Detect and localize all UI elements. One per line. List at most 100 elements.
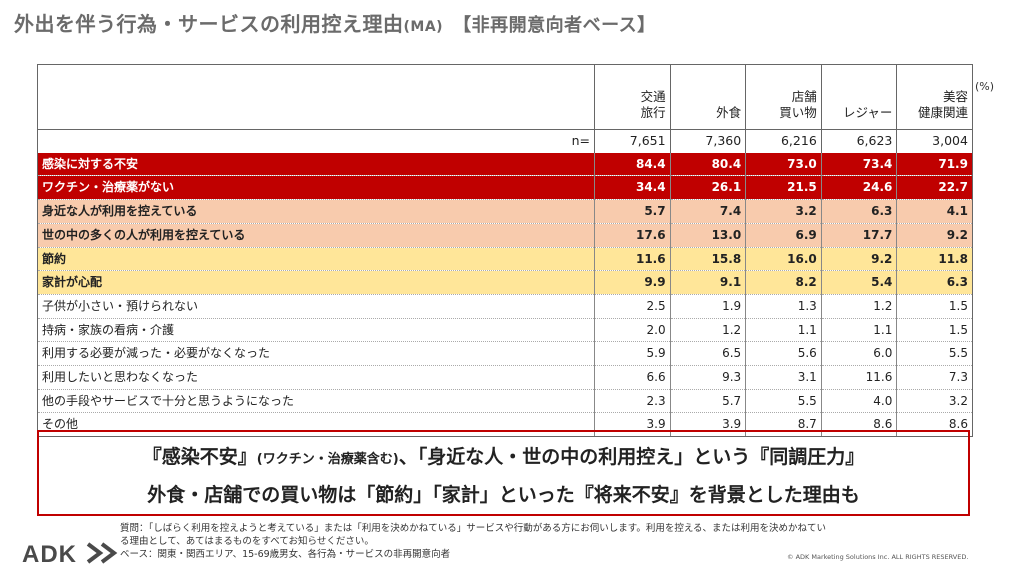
cell-value: 9.3 xyxy=(669,365,746,390)
cell-value: 1.1 xyxy=(745,318,822,343)
col-header: レジャー xyxy=(820,64,898,130)
cell-value: 3.2 xyxy=(745,199,822,224)
title-main: 外出を伴う行為・サービスの利用控え理由 xyxy=(14,12,404,36)
row-label: 身近な人が利用を控えている xyxy=(37,199,595,224)
cell-value: 1.5 xyxy=(896,318,973,343)
table-row: 他の手段やサービスで十分と思うようになった 2.3 5.7 5.5 4.0 3.2 xyxy=(37,389,973,414)
n-value: 3,004 xyxy=(896,129,973,153)
n-value: 6,216 xyxy=(745,129,822,153)
cell-value: 34.4 xyxy=(594,175,671,201)
row-label: 子供が小さい・預けられない xyxy=(37,294,595,319)
cell-value: 9.9 xyxy=(594,270,671,295)
cell-value: 3.1 xyxy=(745,365,822,390)
cell-value: 6.3 xyxy=(820,199,897,224)
cell-value: 5.7 xyxy=(669,389,746,414)
cell-value: 73.4 xyxy=(820,152,897,177)
footnote-line: ベース：関東・関西エリア、15-69歳男女、各行為・サービスの非再開意向者 xyxy=(120,549,451,560)
table-row: 利用したいと思わなくなった 6.6 9.3 3.1 11.6 7.3 xyxy=(37,365,973,390)
cell-value: 3.9 xyxy=(594,412,671,438)
n-label: n= xyxy=(37,129,595,153)
cell-value: 3.2 xyxy=(896,389,973,414)
cell-value: 5.7 xyxy=(594,199,671,224)
cell-value: 6.0 xyxy=(820,341,897,367)
cell-value: 4.0 xyxy=(820,389,897,414)
cell-value: 3.9 xyxy=(669,412,746,438)
footnote: 質問：「しばらく利用を控えようと考えている」または「利用を決めかねている」サービ… xyxy=(120,522,1015,561)
cell-value: 11.8 xyxy=(896,247,973,272)
n-value: 7,651 xyxy=(594,129,671,153)
copyright: © ADK Marketing Solutions Inc. ALL RIGHT… xyxy=(787,553,969,561)
cell-value: 5.5 xyxy=(745,389,822,414)
title-base: 【非再開意向者ベース】 xyxy=(453,15,656,36)
table-row: 子供が小さい・預けられない 2.5 1.9 1.3 1.2 1.5 xyxy=(37,294,973,319)
table-row: 家計が心配 9.9 9.1 8.2 5.4 6.3 xyxy=(37,270,973,295)
cell-value: 5.4 xyxy=(820,270,897,295)
cell-value: 1.3 xyxy=(745,294,822,319)
title-ma: (MA) xyxy=(403,19,444,35)
cell-value: 5.9 xyxy=(594,341,671,367)
cell-value: 2.5 xyxy=(594,294,671,319)
row-label: 他の手段やサービスで十分と思うようになった xyxy=(37,389,595,414)
cell-value: 22.7 xyxy=(896,175,973,201)
table-row: 節約 11.6 15.8 16.0 9.2 11.8 xyxy=(37,247,973,272)
cell-value: 7.3 xyxy=(896,365,973,390)
col-header: 美容 健康関連 xyxy=(896,64,973,130)
cell-value: 24.6 xyxy=(820,175,897,201)
cell-value: 8.2 xyxy=(745,270,822,295)
header-row: 交通 旅行 外食 店舗 買い物 レジャー 美容 健康関連 xyxy=(37,64,973,130)
n-value: 7,360 xyxy=(669,129,747,153)
cell-value: 6.9 xyxy=(745,223,822,248)
page-title: 外出を伴う行為・サービスの利用控え理由(MA) 【非再開意向者ベース】 xyxy=(14,8,656,37)
col-header: 外食 xyxy=(669,64,747,130)
cell-value: 6.6 xyxy=(594,365,671,390)
col-header: 店舗 買い物 xyxy=(745,64,822,130)
table-row: 持病・家族の看病・介護 2.0 1.2 1.1 1.1 1.5 xyxy=(37,318,973,343)
cell-value: 5.6 xyxy=(745,341,822,367)
cell-value: 5.5 xyxy=(896,341,973,367)
cell-value: 8.6 xyxy=(896,412,973,438)
row-label: 世の中の多くの人が利用を控えている xyxy=(37,223,595,248)
cell-value: 8.7 xyxy=(745,412,822,438)
cell-value: 8.6 xyxy=(820,412,897,438)
summary-box: 『感染不安』(ワクチン・治療薬含む)、「身近な人・世の中の利用控え」という『同調… xyxy=(37,430,970,516)
cell-value: 73.0 xyxy=(745,152,822,177)
table-row: ワクチン・治療薬がない 34.4 26.1 21.5 24.6 22.7 xyxy=(37,175,973,201)
adk-logo: ADK xyxy=(22,541,118,566)
row-label: 家計が心配 xyxy=(37,270,595,295)
cell-value: 1.5 xyxy=(896,294,973,319)
cell-value: 4.1 xyxy=(896,199,973,224)
percent-unit: (%) xyxy=(975,80,995,93)
cell-value: 17.7 xyxy=(820,223,897,248)
cell-value: 11.6 xyxy=(820,365,897,390)
cell-value: 71.9 xyxy=(896,152,973,177)
cell-value: 6.5 xyxy=(669,341,746,367)
cell-value: 2.3 xyxy=(594,389,671,414)
cell-value: 6.3 xyxy=(896,270,973,295)
n-value: 6,623 xyxy=(820,129,898,153)
row-label: 利用する必要が減った・必要がなくなった xyxy=(37,341,595,367)
cell-value: 15.8 xyxy=(669,247,746,272)
cell-value: 16.0 xyxy=(745,247,822,272)
table-row: その他 3.9 3.9 8.7 8.6 8.6 xyxy=(37,412,973,438)
cell-value: 2.0 xyxy=(594,318,671,343)
header-blank xyxy=(37,64,595,130)
table-row: 利用する必要が減った・必要がなくなった 5.9 6.5 5.6 6.0 5.5 xyxy=(37,341,973,367)
cell-value: 21.5 xyxy=(745,175,822,201)
cell-value: 11.6 xyxy=(594,247,671,272)
cell-value: 9.2 xyxy=(896,223,973,248)
cell-value: 1.1 xyxy=(820,318,897,343)
table-row: 感染に対する不安 84.4 80.4 73.0 73.4 71.9 xyxy=(37,152,973,177)
col-header: 交通 旅行 xyxy=(594,64,671,130)
n-row: n= 7,651 7,360 6,216 6,623 3,004 xyxy=(37,129,973,153)
row-label: 持病・家族の看病・介護 xyxy=(37,318,595,343)
cell-value: 26.1 xyxy=(669,175,746,201)
cell-value: 9.2 xyxy=(820,247,897,272)
cell-value: 17.6 xyxy=(594,223,671,248)
svg-text:ADK: ADK xyxy=(22,541,77,566)
cell-value: 1.9 xyxy=(669,294,746,319)
table-row: 世の中の多くの人が利用を控えている 17.6 13.0 6.9 17.7 9.2 xyxy=(37,223,973,248)
cell-value: 9.1 xyxy=(669,270,746,295)
row-label: 節約 xyxy=(37,247,595,272)
cell-value: 1.2 xyxy=(820,294,897,319)
footnote-line: 質問：「しばらく利用を控えようと考えている」または「利用を決めかねている」サービ… xyxy=(120,523,827,534)
